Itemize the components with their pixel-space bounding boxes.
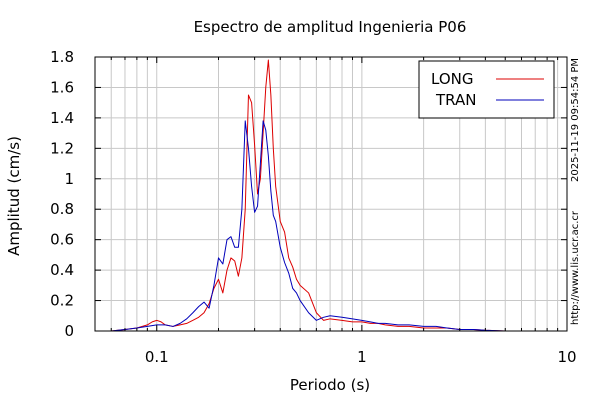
x-tick-label: 1 [357,348,367,366]
chart-title: Espectro de amplitud Ingenieria P06 [194,18,467,36]
timestamp-text: 2025-11-19 09:54:54 PM [570,58,581,182]
legend-label-tran: TRAN [435,91,476,109]
y-tick-label: 0.2 [50,292,74,310]
y-tick-label: 1.4 [50,109,74,127]
y-tick-label: 0.6 [50,231,74,249]
y-tick-label: 1.2 [50,139,74,157]
y-tick-label: 1.8 [50,48,74,66]
source-url-text: http://www.lis.ucr.ac.cr [570,210,581,325]
plot-frame [94,56,568,332]
series-line-long [111,59,567,332]
series-layer [111,59,567,332]
x-tick-label: 0.1 [145,348,169,366]
y-tick-label: 0 [64,322,74,340]
x-axis-label: Periodo (s) [290,376,370,394]
y-tick-label: 0.8 [50,200,74,218]
x-tick-label: 10 [557,348,576,366]
y-tick-label: 1.6 [50,78,74,96]
series-line-tran [111,120,567,332]
ticks: 0 0.2 0.4 0.6 0.8 1 1.2 1.4 1.6 1.8 0.1 1 10 [50,48,576,366]
y-tick-label: 1 [64,170,74,188]
y-tick-label: 0.4 [50,261,74,279]
legend-label-long: LONG [431,70,473,88]
y-axis-label: Amplitud (cm/s) [5,136,23,256]
grid [94,56,568,332]
legend: LONG TRAN [418,60,555,119]
legend-box [418,60,555,119]
